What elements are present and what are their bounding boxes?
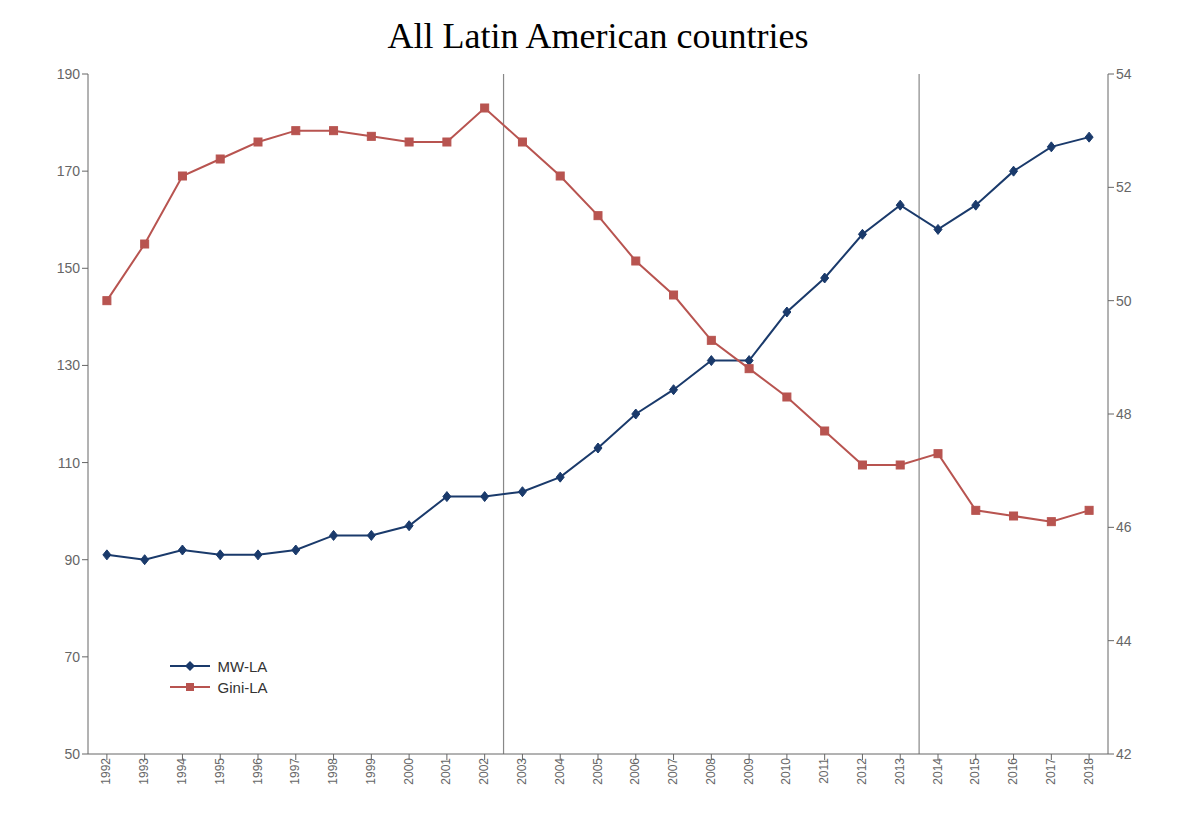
svg-text:1999: 1999 [364, 758, 378, 785]
svg-text:48: 48 [1116, 406, 1132, 422]
svg-text:50: 50 [1116, 293, 1132, 309]
svg-text:1998: 1998 [326, 758, 340, 785]
svg-text:46: 46 [1116, 519, 1132, 535]
svg-text:2007: 2007 [666, 758, 680, 785]
svg-text:1995: 1995 [213, 758, 227, 785]
svg-text:2018: 2018 [1082, 758, 1096, 785]
svg-text:44: 44 [1116, 633, 1132, 649]
svg-text:2004: 2004 [553, 758, 567, 785]
svg-text:2010: 2010 [779, 758, 793, 785]
html-text:Gini-LA: Gini-LA [217, 678, 268, 696]
svg-text:2011: 2011 [817, 758, 831, 784]
svg-text:190: 190 [57, 66, 81, 82]
svg-text:130: 130 [57, 357, 81, 373]
svg-text:150: 150 [57, 260, 81, 276]
svg-text:54: 54 [1116, 66, 1132, 82]
svg-text:90: 90 [64, 552, 80, 568]
svg-text:42: 42 [1116, 746, 1132, 762]
svg-text:2013: 2013 [893, 758, 907, 785]
svg-text:2008: 2008 [704, 758, 718, 785]
html-text:All Latin American countries: All Latin American countries [387, 16, 809, 56]
svg-text:2005: 2005 [591, 758, 605, 785]
svg-text:110: 110 [58, 455, 81, 471]
svg-text:70: 70 [64, 649, 80, 665]
svg-text:2002: 2002 [477, 758, 491, 785]
svg-text:52: 52 [1116, 179, 1132, 195]
svg-text:170: 170 [57, 163, 81, 179]
svg-text:2014: 2014 [931, 758, 945, 785]
svg-text:1992: 1992 [99, 758, 113, 785]
svg-text:2001: 2001 [439, 758, 453, 785]
svg-text:1997: 1997 [288, 758, 302, 785]
svg-text:2016: 2016 [1006, 758, 1020, 785]
svg-text:2009: 2009 [742, 758, 756, 785]
svg-text:1993: 1993 [137, 758, 151, 785]
svg-text:2003: 2003 [515, 758, 529, 785]
svg-text:2012: 2012 [855, 758, 869, 785]
svg-text:1994: 1994 [175, 758, 189, 785]
html-text:MW-LA: MW-LA [217, 657, 268, 675]
svg-text:2015: 2015 [968, 758, 982, 785]
svg-text:2006: 2006 [628, 758, 642, 785]
svg-text:2000: 2000 [402, 758, 416, 785]
svg-text:50: 50 [64, 746, 80, 762]
svg-text:2017: 2017 [1044, 758, 1058, 785]
svg-text:1996: 1996 [251, 758, 265, 785]
